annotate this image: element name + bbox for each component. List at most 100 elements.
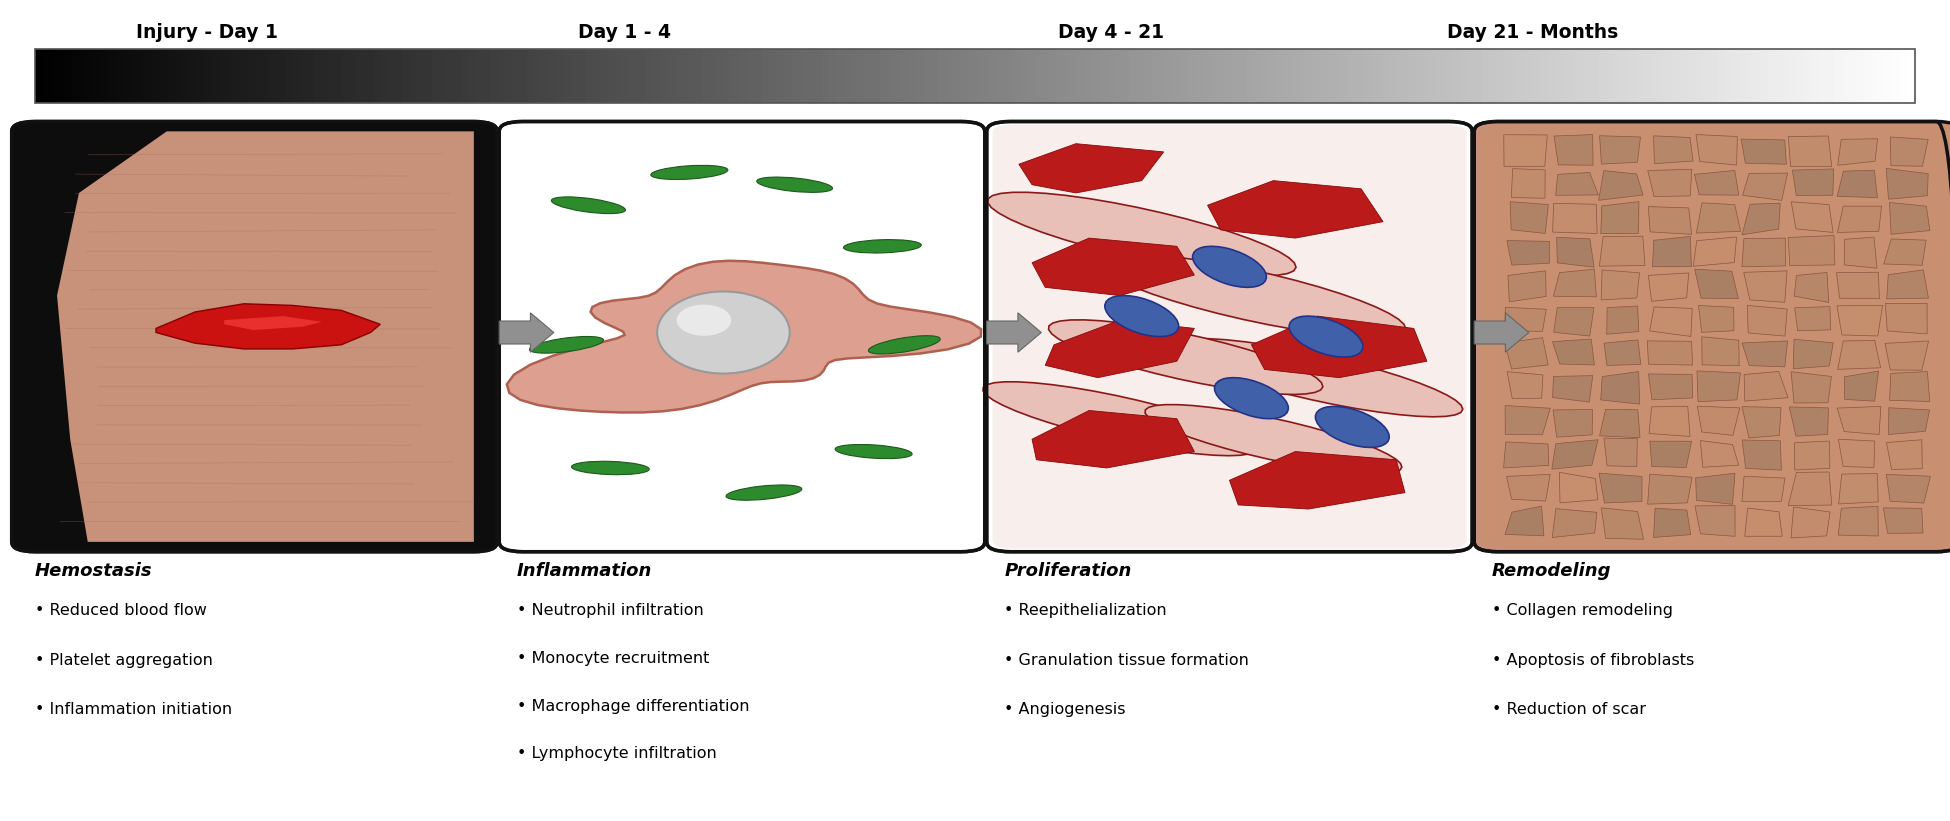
Polygon shape (1652, 236, 1691, 267)
Polygon shape (1792, 202, 1833, 232)
Ellipse shape (677, 305, 731, 336)
Polygon shape (1552, 509, 1597, 538)
Polygon shape (1650, 441, 1691, 467)
Ellipse shape (1289, 316, 1363, 357)
Polygon shape (1601, 270, 1640, 300)
Polygon shape (1695, 171, 1739, 195)
Polygon shape (1837, 341, 1880, 369)
Polygon shape (1890, 372, 1930, 401)
Text: • Macrophage differentiation: • Macrophage differentiation (517, 699, 749, 713)
Text: • Apoptosis of fibroblasts: • Apoptosis of fibroblasts (1492, 653, 1695, 667)
Polygon shape (1648, 475, 1693, 504)
Polygon shape (1601, 372, 1640, 404)
Polygon shape (1599, 135, 1640, 164)
FancyBboxPatch shape (499, 122, 985, 552)
Text: Day 4 - 21: Day 4 - 21 (1059, 23, 1164, 42)
Polygon shape (1890, 137, 1929, 166)
Polygon shape (1503, 135, 1546, 167)
Text: Hemostasis: Hemostasis (35, 562, 152, 580)
Ellipse shape (868, 336, 940, 354)
Polygon shape (1747, 305, 1788, 336)
Polygon shape (1741, 203, 1780, 235)
Polygon shape (1695, 269, 1739, 299)
Polygon shape (1696, 203, 1741, 233)
Ellipse shape (1193, 246, 1266, 287)
Polygon shape (1741, 341, 1788, 367)
Polygon shape (1648, 169, 1693, 196)
Ellipse shape (725, 485, 801, 500)
Text: • Collagen remodeling: • Collagen remodeling (1492, 603, 1673, 618)
Polygon shape (1884, 508, 1923, 534)
FancyBboxPatch shape (987, 122, 1472, 552)
Polygon shape (1230, 452, 1404, 509)
Polygon shape (1505, 337, 1548, 369)
FancyBboxPatch shape (1480, 125, 1950, 548)
Polygon shape (1552, 440, 1599, 469)
Text: Day 1 - 4: Day 1 - 4 (577, 23, 671, 42)
Text: Inflammation: Inflammation (517, 562, 651, 580)
Polygon shape (1886, 475, 1930, 503)
Text: Day 21 - Months: Day 21 - Months (1447, 23, 1618, 42)
Polygon shape (1607, 306, 1638, 334)
Polygon shape (1741, 406, 1780, 438)
Polygon shape (1839, 439, 1874, 467)
Text: • Monocyte recruitment: • Monocyte recruitment (517, 651, 710, 666)
FancyArrow shape (1474, 313, 1529, 352)
Ellipse shape (1106, 296, 1178, 337)
Polygon shape (57, 131, 474, 542)
Polygon shape (1648, 374, 1693, 400)
Ellipse shape (571, 461, 649, 475)
Ellipse shape (835, 444, 913, 459)
Ellipse shape (657, 291, 790, 374)
Polygon shape (1654, 135, 1693, 163)
Polygon shape (1693, 237, 1737, 266)
Polygon shape (989, 192, 1297, 276)
Text: • Reduced blood flow: • Reduced blood flow (35, 603, 207, 618)
Polygon shape (1788, 472, 1831, 506)
Polygon shape (1741, 476, 1784, 502)
Polygon shape (1049, 320, 1322, 394)
Polygon shape (1695, 506, 1736, 536)
Text: • Inflammation initiation: • Inflammation initiation (35, 702, 232, 717)
Polygon shape (1556, 237, 1595, 267)
Polygon shape (1601, 202, 1638, 234)
Polygon shape (1252, 316, 1427, 378)
Polygon shape (1554, 269, 1597, 297)
Polygon shape (1507, 271, 1546, 302)
Ellipse shape (552, 197, 626, 213)
Polygon shape (1503, 442, 1548, 468)
Polygon shape (1552, 410, 1593, 437)
Polygon shape (1172, 338, 1462, 417)
Polygon shape (1018, 144, 1164, 193)
Ellipse shape (1215, 378, 1289, 419)
Polygon shape (1599, 473, 1642, 503)
Polygon shape (1648, 341, 1693, 365)
Polygon shape (507, 261, 981, 412)
Polygon shape (983, 382, 1258, 456)
Ellipse shape (844, 240, 920, 253)
Polygon shape (1654, 508, 1691, 538)
Polygon shape (1509, 202, 1548, 233)
Polygon shape (1648, 273, 1689, 301)
Polygon shape (1599, 236, 1646, 266)
Ellipse shape (1316, 406, 1388, 447)
Polygon shape (1886, 168, 1929, 200)
Polygon shape (1884, 239, 1927, 265)
Polygon shape (1743, 271, 1786, 302)
Polygon shape (1794, 306, 1831, 331)
Polygon shape (1560, 472, 1597, 502)
Polygon shape (1599, 171, 1644, 200)
Ellipse shape (757, 177, 833, 192)
Text: Injury - Day 1: Injury - Day 1 (136, 23, 279, 42)
Text: • Reepithelialization: • Reepithelialization (1004, 603, 1166, 618)
Polygon shape (1886, 303, 1927, 334)
Polygon shape (1700, 441, 1739, 467)
Polygon shape (1698, 305, 1734, 333)
Polygon shape (1599, 410, 1640, 438)
Polygon shape (1650, 307, 1693, 337)
Polygon shape (1648, 207, 1693, 234)
Polygon shape (1605, 438, 1638, 466)
Text: • Angiogenesis: • Angiogenesis (1004, 702, 1125, 717)
Polygon shape (1511, 168, 1544, 198)
Polygon shape (1702, 337, 1739, 365)
